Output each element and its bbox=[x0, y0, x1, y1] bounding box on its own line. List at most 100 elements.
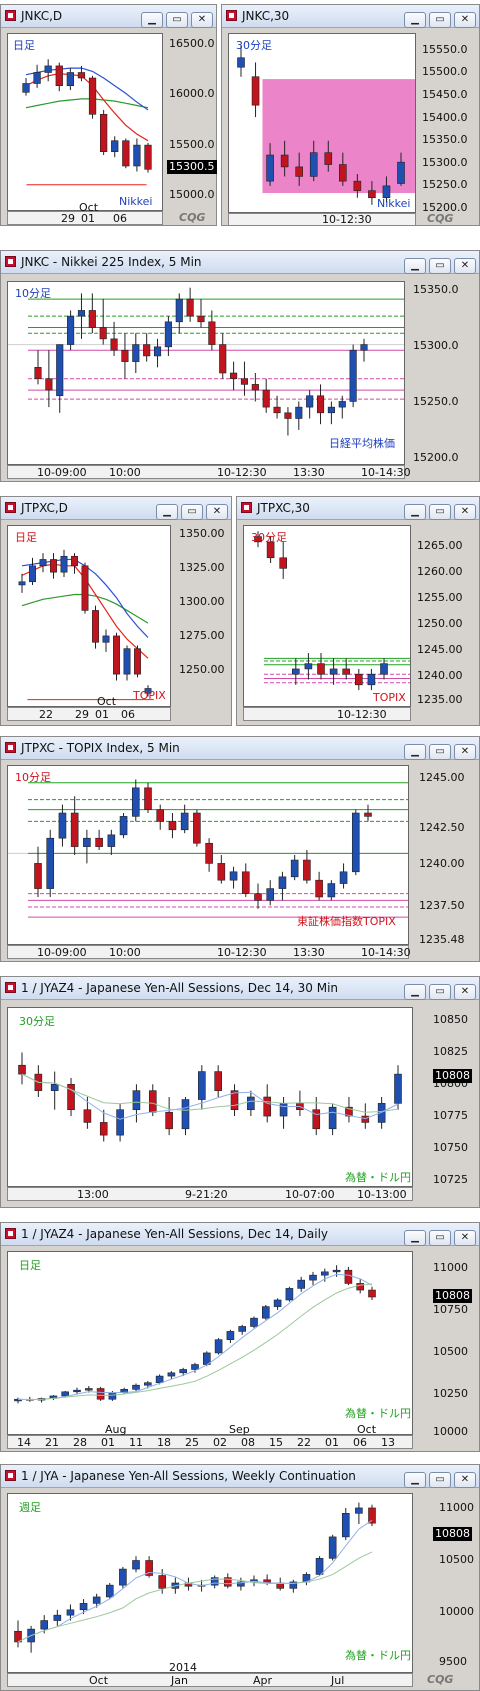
candle-body bbox=[66, 1609, 75, 1616]
y-tick: 10775 bbox=[433, 1109, 468, 1122]
candle-body bbox=[377, 1103, 386, 1123]
close-icon[interactable]: ✕ bbox=[454, 258, 476, 274]
restore-icon[interactable]: ▭ bbox=[429, 504, 451, 520]
candle-body bbox=[279, 557, 288, 569]
chart-plot-area[interactable] bbox=[7, 33, 163, 211]
close-icon[interactable]: ✕ bbox=[191, 12, 213, 28]
x-axis bbox=[7, 945, 409, 959]
period-label: 日足 bbox=[15, 531, 37, 544]
candle-body bbox=[33, 72, 41, 84]
y-tick: 1250.00 bbox=[179, 663, 225, 676]
candle-body bbox=[328, 1536, 337, 1559]
x-month-label: Oct bbox=[357, 1423, 377, 1436]
candle-body bbox=[123, 648, 131, 675]
close-icon[interactable]: ✕ bbox=[454, 1472, 476, 1488]
restore-icon[interactable]: ▭ bbox=[429, 1230, 451, 1246]
candle-body bbox=[39, 559, 47, 567]
minimize-icon[interactable]: ▁ bbox=[156, 504, 178, 520]
candle-body bbox=[316, 395, 325, 414]
candle-body bbox=[238, 1326, 246, 1332]
candle-body bbox=[83, 837, 91, 847]
y-tick: 10750 bbox=[433, 1141, 468, 1154]
restore-icon[interactable]: ▭ bbox=[181, 504, 203, 520]
minimize-icon[interactable]: ▁ bbox=[404, 744, 426, 760]
restore-icon[interactable]: ▭ bbox=[429, 744, 451, 760]
y-tick: 10500 bbox=[433, 1345, 468, 1358]
candle-body bbox=[368, 1507, 376, 1524]
x-month-label: Oct bbox=[97, 695, 117, 708]
titlebar[interactable]: 1 / JYAZ4 - Japanese Yen-All Sessions, D… bbox=[1, 977, 479, 1000]
candle-body bbox=[167, 1372, 176, 1377]
restore-icon[interactable]: ▭ bbox=[429, 258, 451, 274]
moving-average-red bbox=[25, 72, 149, 142]
y-tick: 15300.0 bbox=[413, 339, 459, 352]
chart-plot-area[interactable] bbox=[7, 281, 405, 465]
chart-plot-area[interactable] bbox=[7, 1007, 413, 1187]
candle-body bbox=[108, 1392, 117, 1400]
candle-body bbox=[67, 315, 75, 345]
x-tick: 13:00 bbox=[77, 1188, 109, 1201]
candle-body bbox=[111, 140, 119, 152]
titlebar[interactable]: 1 / JYA - Japanese Yen-All Sessions, Wee… bbox=[1, 1465, 479, 1488]
chart-plot-area[interactable] bbox=[7, 525, 171, 707]
x-tick: 28 bbox=[73, 1436, 87, 1449]
x-tick: 10-14:30 bbox=[361, 946, 411, 959]
minimize-icon[interactable]: ▁ bbox=[404, 1230, 426, 1246]
chart-plot-area[interactable] bbox=[243, 525, 411, 707]
minimize-icon[interactable]: ▁ bbox=[404, 258, 426, 274]
minimize-icon[interactable]: ▁ bbox=[141, 12, 163, 28]
minimize-icon[interactable]: ▁ bbox=[404, 1472, 426, 1488]
last-price-tag: 10808 bbox=[433, 1289, 472, 1303]
candle-body bbox=[324, 152, 333, 165]
restore-icon[interactable]: ▭ bbox=[429, 12, 451, 28]
minimize-icon[interactable]: ▁ bbox=[404, 984, 426, 1000]
titlebar[interactable]: JNKC,30 ▁ ▭ ✕ bbox=[222, 5, 479, 28]
candle-body bbox=[44, 65, 52, 73]
candle-body bbox=[339, 871, 348, 884]
close-icon[interactable]: ✕ bbox=[454, 1230, 476, 1246]
chart-plot-area[interactable] bbox=[7, 1251, 413, 1435]
close-icon[interactable]: ✕ bbox=[454, 984, 476, 1000]
chart-plot-area[interactable] bbox=[7, 765, 409, 945]
candle-body bbox=[295, 166, 303, 177]
y-tick: 10250 bbox=[433, 1387, 468, 1400]
close-icon[interactable]: ✕ bbox=[454, 504, 476, 520]
titlebar[interactable]: JTPXC - TOPIX Index, 5 Min ▁ ▭ ✕ bbox=[1, 737, 479, 760]
candle-body bbox=[121, 349, 129, 362]
restore-icon[interactable]: ▭ bbox=[429, 984, 451, 1000]
candle-body bbox=[229, 871, 238, 881]
cqg-window-icon bbox=[5, 1470, 16, 1481]
candle-body bbox=[367, 673, 376, 686]
x-tick: Jan bbox=[171, 1674, 188, 1687]
y-tick: 15500.0 bbox=[169, 138, 215, 151]
y-tick: 10500 bbox=[439, 1553, 474, 1566]
window-jyaz4-daily: 1 / JYAZ4 - Japanese Yen-All Sessions, D… bbox=[0, 1222, 480, 1452]
chart-plot-area[interactable] bbox=[228, 33, 416, 213]
titlebar[interactable]: JNKC - Nikkei 225 Index, 5 Min ▁ ▭ ✕ bbox=[1, 251, 479, 274]
restore-icon[interactable]: ▭ bbox=[429, 1472, 451, 1488]
period-label: 30分足 bbox=[251, 531, 287, 544]
restore-icon[interactable]: ▭ bbox=[166, 12, 188, 28]
minimize-icon[interactable]: ▁ bbox=[404, 12, 426, 28]
titlebar[interactable]: 1 / JYAZ4 - Japanese Yen-All Sessions, D… bbox=[1, 1223, 479, 1246]
x-tick: 18 bbox=[157, 1436, 171, 1449]
x-tick: 10-13:00 bbox=[357, 1188, 407, 1201]
titlebar[interactable]: JNKC,D ▁ ▭ ✕ bbox=[1, 5, 216, 28]
candle-body bbox=[144, 1382, 152, 1386]
x-axis bbox=[228, 213, 416, 226]
close-icon[interactable]: ✕ bbox=[454, 744, 476, 760]
candle-body bbox=[14, 1630, 22, 1643]
close-icon[interactable]: ✕ bbox=[454, 12, 476, 28]
moving-average-green bbox=[21, 1073, 399, 1113]
x-tick: 13 bbox=[381, 1436, 395, 1449]
y-tick: 15350.0 bbox=[422, 133, 468, 146]
close-icon[interactable]: ✕ bbox=[206, 504, 228, 520]
candlestick-chart bbox=[254, 531, 410, 691]
titlebar[interactable]: JTPXC,30 ▁ ▭ ✕ bbox=[237, 497, 479, 520]
minimize-icon[interactable]: ▁ bbox=[404, 504, 426, 520]
y-tick: 15500.0 bbox=[422, 65, 468, 78]
titlebar[interactable]: JTPXC,D ▁ ▭ ✕ bbox=[1, 497, 231, 520]
candle-body bbox=[351, 812, 360, 873]
series-label: Nikkei bbox=[119, 195, 153, 208]
chart-plot-area[interactable] bbox=[7, 1493, 413, 1673]
